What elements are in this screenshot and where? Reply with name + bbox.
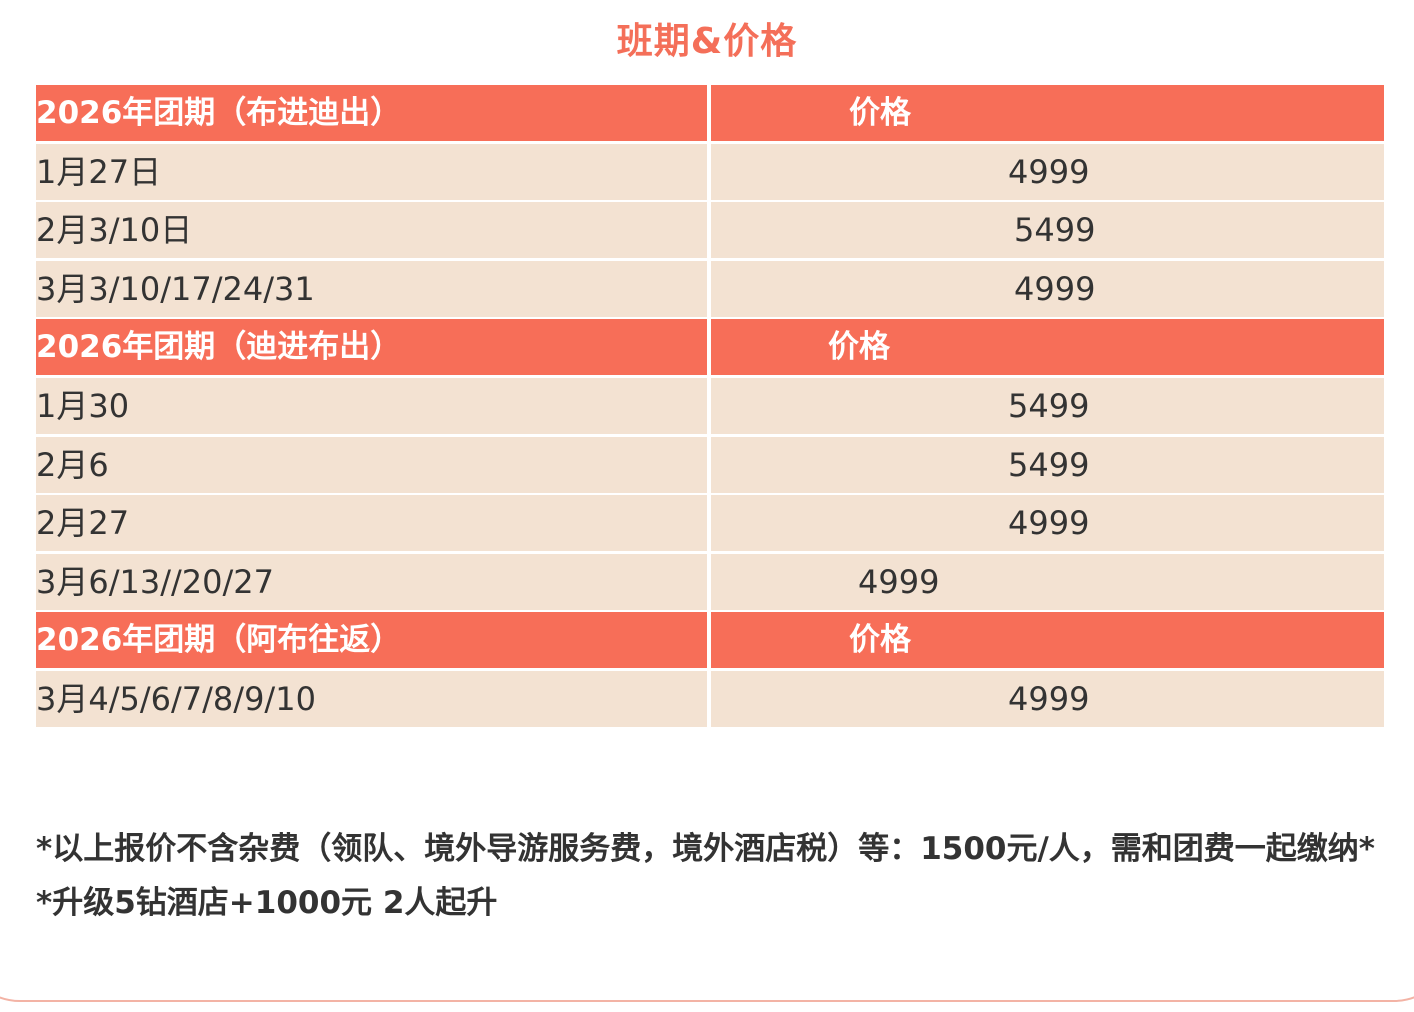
date-cell: 2月3/10日 — [36, 202, 707, 259]
date-text: 2月3/10日 — [36, 211, 193, 250]
schedule-price-table: 2026年团期（布进迪出） 价格 1月27日 4999 2月3/10日 5499… — [36, 85, 1384, 730]
price-text: 4999 — [1008, 152, 1090, 191]
table-row: 2月27 4999 — [36, 495, 1384, 552]
price-text: 5499 — [1008, 445, 1090, 484]
price-text: 4999 — [858, 562, 940, 601]
section-header-label: 2026年团期（布进迪出） — [36, 95, 402, 131]
table-row: 3月6/13//20/27 4999 — [36, 553, 1384, 610]
price-cell: 5499 — [711, 436, 1384, 493]
date-text: 2月6 — [36, 445, 109, 484]
section-header-cell: 2026年团期（布进迪出） — [36, 85, 707, 141]
price-header-cell: 价格 — [711, 319, 1384, 376]
price-text: 5499 — [1014, 211, 1096, 250]
date-cell: 3月3/10/17/24/31 — [36, 260, 707, 317]
price-header-cell: 价格 — [711, 85, 1384, 141]
table-row: 2月6 5499 — [36, 436, 1384, 493]
table-row: 1月30 5499 — [36, 377, 1384, 434]
price-text: 5499 — [1008, 386, 1090, 425]
price-header-label: 价格 — [849, 95, 911, 131]
date-text: 3月6/13//20/27 — [36, 562, 275, 601]
section-header-row: 2026年团期（布进迪出） 价格 — [36, 85, 1384, 141]
date-cell: 2月27 — [36, 495, 707, 552]
table-row: 3月3/10/17/24/31 4999 — [36, 260, 1384, 317]
price-header-cell: 价格 — [711, 612, 1384, 669]
section-header-label: 2026年团期（迪进布出） — [36, 329, 402, 366]
date-text: 3月3/10/17/24/31 — [36, 269, 315, 308]
fee-notes: *以上报价不含杂费（领队、境外导游服务费，境外酒店税）等：1500元/人，需和团… — [36, 822, 1396, 930]
date-cell: 3月4/5/6/7/8/9/10 — [36, 670, 707, 727]
price-cell: 5499 — [711, 202, 1384, 259]
table-row: 1月27日 4999 — [36, 143, 1384, 200]
table-row: 2月3/10日 5499 — [36, 202, 1384, 259]
section-header-label: 2026年团期（阿布往返） — [36, 622, 402, 659]
price-cell: 5499 — [711, 377, 1384, 434]
section-header-row: 2026年团期（阿布往返） 价格 — [36, 612, 1384, 669]
price-cell: 4999 — [711, 553, 1384, 610]
date-text: 1月30 — [36, 386, 130, 425]
price-text: 4999 — [1014, 269, 1096, 308]
price-cell: 4999 — [711, 495, 1384, 552]
note-line: *以上报价不含杂费（领队、境外导游服务费，境外酒店税）等：1500元/人，需和团… — [36, 831, 1376, 867]
note-line: *升级5钻酒店+1000元 2人起升 — [36, 885, 498, 921]
section-header-cell: 2026年团期（阿布往返） — [36, 612, 707, 669]
price-header-label: 价格 — [828, 329, 890, 366]
table-row: 3月4/5/6/7/8/9/10 4999 — [36, 670, 1384, 727]
date-cell: 1月27日 — [36, 143, 707, 200]
date-text: 1月27日 — [36, 152, 162, 191]
price-cell: 4999 — [711, 260, 1384, 317]
date-cell: 1月30 — [36, 377, 707, 434]
price-cell: 4999 — [711, 143, 1384, 200]
price-text: 4999 — [1008, 679, 1090, 718]
date-text: 2月27 — [36, 504, 130, 543]
price-cell: 4999 — [711, 670, 1384, 727]
date-text: 3月4/5/6/7/8/9/10 — [36, 679, 316, 718]
date-cell: 2月6 — [36, 436, 707, 493]
price-text: 4999 — [1008, 504, 1090, 543]
page-title: 班期&价格 — [616, 21, 798, 62]
section-header-cell: 2026年团期（迪进布出） — [36, 319, 707, 376]
section-header-row: 2026年团期（迪进布出） 价格 — [36, 319, 1384, 376]
price-header-label: 价格 — [849, 622, 911, 659]
date-cell: 3月6/13//20/27 — [36, 553, 707, 610]
